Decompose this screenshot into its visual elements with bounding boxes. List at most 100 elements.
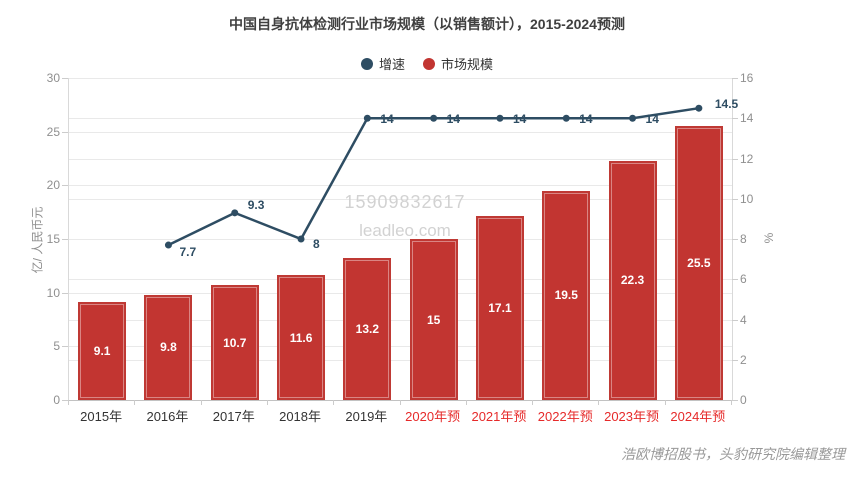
bar-value-label: 15 [426, 312, 441, 327]
market-size-bar [542, 190, 591, 400]
bar-value-label: 10.7 [223, 335, 247, 350]
growth-value-label: 8 [313, 237, 320, 251]
x-axis-category-label: 2015年 [80, 409, 123, 424]
right-axis-tick-label: 14 [740, 111, 754, 126]
growth-point [164, 241, 172, 249]
left-axis-tick-icon [62, 292, 68, 294]
growth-value-label: 14 [579, 112, 593, 127]
x-axis-tick-icon [664, 400, 666, 405]
left-axis-tick-label: 5 [53, 339, 60, 354]
x-axis-tick-icon [68, 400, 69, 405]
growth-point [562, 114, 570, 122]
growth-value-label: 9.3 [247, 197, 265, 212]
growth-point [629, 114, 637, 122]
right-axis-tick-label: 0 [740, 393, 747, 407]
market-size-bar [409, 239, 458, 400]
left-axis-tick-label: 30 [46, 71, 60, 85]
x-axis-tick-icon [333, 400, 335, 405]
gridline [69, 159, 732, 160]
x-axis-tick-icon [731, 400, 732, 405]
gridline [69, 199, 732, 200]
x-axis-category-label: 2016年 [146, 409, 189, 424]
growth-point [430, 114, 438, 122]
right-axis-tick-icon [732, 400, 738, 401]
growth-value-label: 14 [645, 112, 659, 127]
right-axis-tick-icon [732, 78, 738, 79]
growth-value-label: 14 [512, 112, 527, 127]
market-size-bar [475, 216, 524, 400]
market-size-bar [144, 294, 193, 400]
bar-value-label: 11.6 [289, 330, 313, 345]
right-axis-tick-icon [732, 359, 738, 361]
x-axis-category-label: 2020年预 [405, 409, 461, 424]
right-axis-tick-icon [732, 319, 738, 321]
bar-value-label: 17.1 [488, 301, 512, 316]
right-axis-tick-icon [732, 239, 738, 240]
growth-point [363, 114, 371, 122]
right-axis-tick-label: 8 [740, 232, 747, 246]
legend-item-growth[interactable]: 增速 [360, 54, 405, 73]
gridline [69, 346, 732, 347]
right-axis-tick-label: 2 [740, 352, 747, 367]
market-size-bar [674, 126, 723, 400]
left-axis-tick-icon [62, 400, 68, 401]
market-size-bar [343, 258, 392, 400]
plot-area: 9.1 9.8 10.7 11.6 13.2 15 17.1 19.5 22.3 25.5 7.7 9… [68, 78, 738, 401]
legend-label-growth: 增速 [378, 57, 405, 72]
growth-point [496, 114, 504, 122]
growth-legend-dot-icon [360, 57, 373, 70]
right-axis-tick-icon [732, 279, 738, 281]
x-axis-category-label: 2023年预 [604, 409, 660, 424]
x-axis-tick-icon [134, 400, 136, 405]
growth-point [695, 104, 703, 112]
x-axis-tick-icon [399, 400, 401, 405]
growth-line [164, 104, 703, 249]
gridline [69, 293, 732, 294]
right-axis-tick-icon [732, 198, 738, 200]
left-axis-tick-label: 20 [46, 178, 60, 193]
x-axis-tick-icon [200, 400, 202, 405]
market-size-bar [608, 160, 657, 400]
x-axis-category-label: 2018年 [279, 409, 322, 424]
bar-value-label: 25.5 [687, 256, 711, 271]
right-axis-tick-label: 6 [740, 272, 747, 287]
x-axis-category-label: 2021年预 [471, 409, 527, 424]
growth-point [231, 209, 239, 217]
x-axis-category-label: 2017年 [212, 409, 255, 424]
x-axis-tick-icon [532, 400, 534, 405]
gridline [69, 185, 732, 186]
x-axis-category-label: 2022年预 [537, 409, 593, 424]
legend-label-market-size: 市场规模 [441, 57, 494, 72]
left-axis-tick-icon [62, 185, 68, 187]
x-axis-category-label: 2019年 [345, 409, 388, 424]
gridline [69, 320, 732, 321]
chart-title: 中国自身抗体检测行业市场规模（以销售额计），2015-2024预测 [229, 16, 625, 32]
left-axis-tick-label: 15 [46, 232, 60, 246]
left-axis-tick-icon [62, 78, 68, 79]
market-size-bar [277, 275, 326, 400]
right-axis-name: % [762, 232, 776, 244]
x-axis-tick-icon [598, 400, 600, 405]
bar-value-label: 9.8 [160, 340, 177, 355]
left-axis-tick-icon [62, 239, 68, 240]
left-axis-tick-label: 10 [46, 285, 60, 300]
growth-value-label: 14 [446, 112, 460, 127]
market-size-bar [210, 285, 259, 400]
growth-value-label: 14.5 [714, 97, 739, 112]
x-axis-category-label: 2024年预 [670, 409, 726, 424]
gridline [69, 239, 732, 240]
left-axis-tick-label: 0 [53, 393, 60, 407]
market-size-bar [78, 302, 127, 400]
bar-value-label: 19.5 [554, 288, 578, 303]
left-axis-tick-label: 25 [46, 124, 60, 139]
source-note: 浩欧博招股书，头豹研究院编辑整理 [621, 446, 845, 462]
legend-item-market-size[interactable]: 市场规模 [423, 54, 493, 73]
gridline [69, 78, 732, 79]
legend: 增速 市场规模 [0, 54, 854, 73]
right-axis-tick-label: 10 [740, 191, 754, 206]
right-axis-tick-label: 4 [740, 312, 747, 327]
growth-value-label: 7.7 [179, 245, 197, 260]
right-axis-tick-label: 16 [740, 71, 754, 85]
left-axis-tick-icon [62, 131, 68, 133]
